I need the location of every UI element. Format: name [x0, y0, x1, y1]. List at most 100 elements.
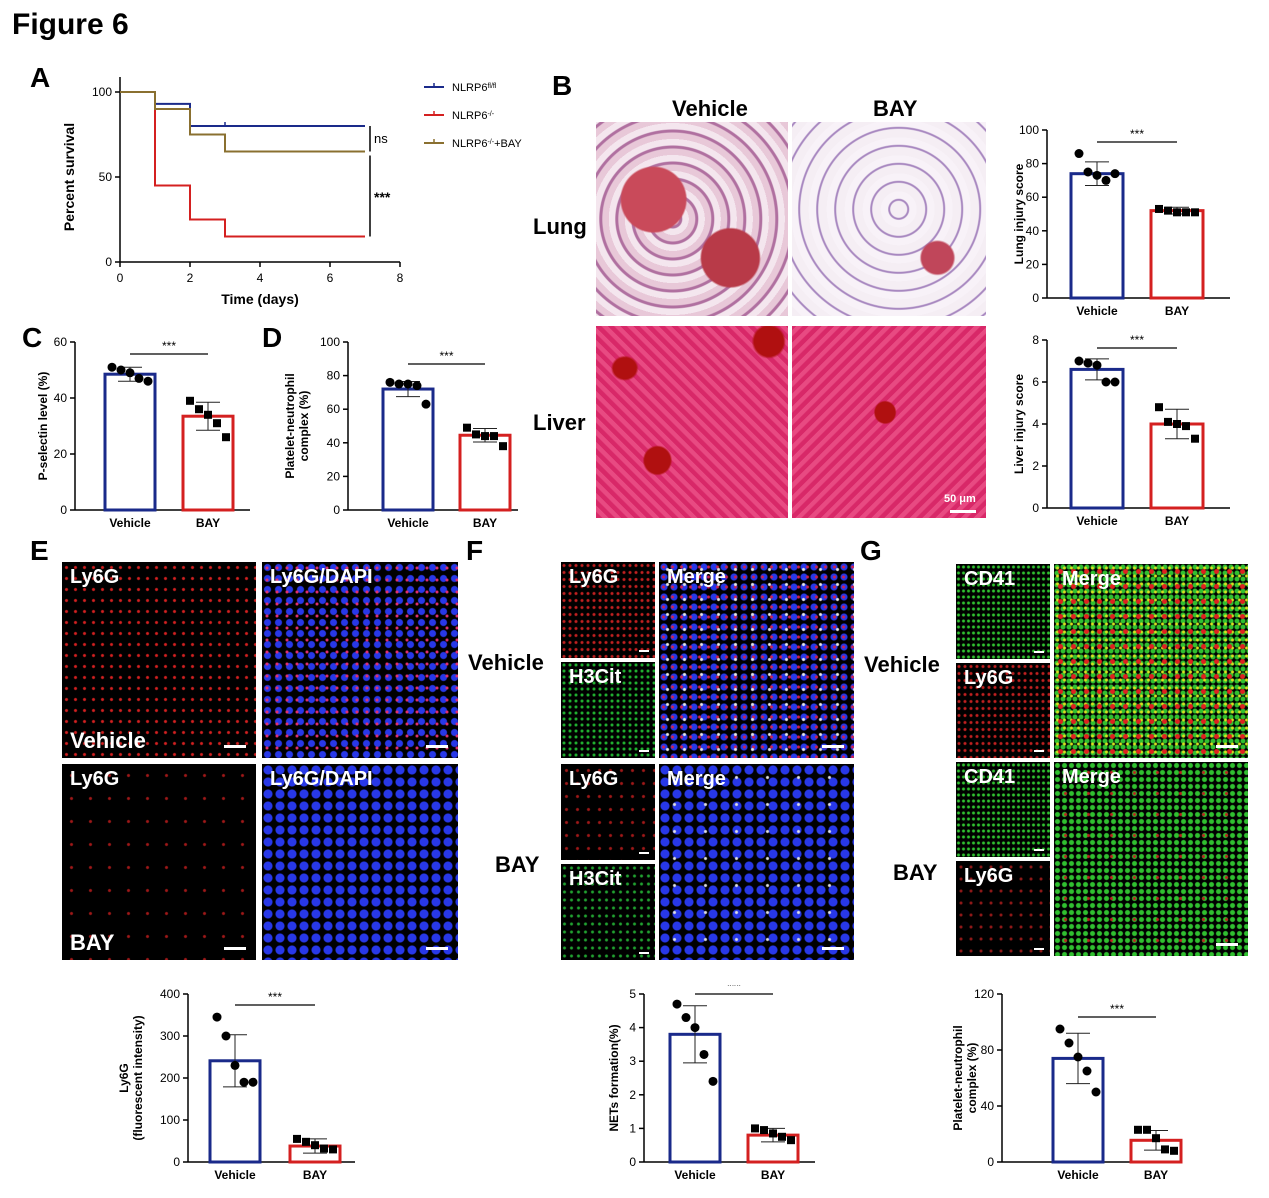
b-col-vehicle: Vehicle [672, 96, 748, 121]
data-point [681, 1013, 691, 1023]
panel-label-c: C [22, 322, 43, 353]
data-point [1082, 1066, 1092, 1076]
y-axis-label: complex (%) [297, 391, 311, 462]
scale-bar [822, 745, 844, 748]
tile-label: Ly6G [70, 768, 120, 790]
y-axis-label: Liver injury score [1012, 374, 1026, 474]
y-tick-label: 50 [99, 170, 113, 184]
data-point [1152, 1134, 1160, 1143]
data-point [311, 1141, 319, 1150]
data-point [125, 368, 135, 378]
x-tick-label: BAY [196, 516, 220, 530]
data-point [699, 1049, 709, 1059]
data-point [1164, 417, 1172, 426]
y-tick-label: 80 [1026, 157, 1040, 171]
data-point [472, 430, 480, 439]
significance-label: *** [439, 349, 453, 363]
data-point [1134, 1125, 1142, 1134]
x-tick-label: Vehicle [1076, 304, 1118, 318]
tile-group-label: BAY [70, 930, 115, 955]
data-point [1182, 422, 1190, 431]
scale-bar [1034, 849, 1044, 851]
y-axis-label: NETs formation(%) [607, 1024, 621, 1131]
bar-vehicle [1069, 172, 1125, 300]
data-point [394, 379, 404, 389]
tile-label: Merge [1062, 766, 1121, 788]
data-point [195, 405, 203, 414]
y-tick-label: 0 [333, 503, 340, 517]
y-tick-label: 0 [1032, 291, 1039, 305]
scale-bar [1034, 750, 1044, 752]
significance-label: *** [727, 985, 741, 993]
data-point [134, 373, 144, 383]
survival-curve-2 [120, 91, 365, 153]
f-tile-bay-h3cit: H3Cit [561, 864, 655, 960]
y-tick-label: 120 [974, 987, 994, 1001]
data-point [385, 377, 395, 387]
panel-label-f: F [466, 535, 484, 566]
scale-bar [1034, 948, 1044, 950]
data-point [302, 1137, 310, 1146]
tile-label: Ly6G [569, 768, 619, 790]
x-tick-label: Vehicle [214, 1168, 256, 1182]
y-tick-label: 100 [1019, 123, 1039, 137]
tile-label: Merge [1062, 568, 1121, 590]
data-point [222, 433, 230, 442]
y-tick-label: 0 [629, 1155, 636, 1169]
data-point [1055, 1024, 1065, 1034]
x-tick-label: BAY [303, 1168, 327, 1182]
scale-bar [822, 947, 844, 950]
data-point [769, 1129, 777, 1138]
x-tick-label: BAY [1165, 514, 1189, 528]
bar-bay [1149, 209, 1205, 300]
data-point [403, 379, 413, 389]
y-tick-label: 200 [160, 1071, 180, 1085]
data-point [490, 432, 498, 441]
data-point [1173, 420, 1181, 428]
scale-bar [639, 852, 649, 854]
data-point [690, 1023, 700, 1033]
significance-label: *** [1130, 333, 1144, 347]
f-tile-vehicle-ly6g: Ly6G [561, 562, 655, 658]
chart-c-pselectin: 0 20 40 60 P-selectin level (%) Vehicle BAY *** [36, 335, 250, 530]
chart-g-platelet-neutrophil: 0 40 80 120 Platelet-neutrophil complex (%) Ve… [951, 987, 1183, 1182]
panel-label-d: D [262, 322, 283, 353]
panel-label-g: G [860, 535, 882, 566]
tile-label: CD41 [964, 568, 1016, 590]
data-point [1092, 360, 1102, 370]
g-tile-vehicle-merge: Merge [1054, 564, 1248, 758]
y-tick-label: 100 [92, 85, 112, 99]
x-tick-label: Vehicle [1076, 514, 1118, 528]
y-tick-label: 8 [1032, 333, 1039, 347]
x-tick-label: BAY [761, 1168, 785, 1182]
x-tick-label: BAY [1165, 304, 1189, 318]
chart-a-survival: 0 50 100 0 2 4 6 8 Time (days) Percent survival NL… [61, 77, 522, 307]
data-point [1161, 1145, 1169, 1154]
legend-label: NLRP6-/-+BAY [452, 138, 522, 150]
data-point [1083, 167, 1093, 177]
e-tile-vehicle-ly6g: Ly6G Vehicle [62, 562, 256, 758]
data-point [213, 419, 221, 428]
y-axis-label: complex (%) [965, 1043, 979, 1114]
data-point [421, 399, 431, 409]
b-row-liver: Liver [533, 410, 586, 435]
data-point [499, 442, 507, 451]
scale-bar [639, 750, 649, 752]
b-col-bay: BAY [873, 96, 918, 121]
y-tick-label: 2 [1032, 459, 1039, 473]
y-tick-label: 0 [105, 255, 112, 269]
e-tile-bay-ly6g: Ly6G BAY [62, 764, 256, 960]
data-point [778, 1132, 786, 1141]
y-tick-label: 4 [1032, 417, 1039, 431]
he-lung-vehicle [596, 122, 788, 316]
data-point [1074, 356, 1084, 366]
data-point [1064, 1038, 1074, 1048]
data-point [1143, 1125, 1151, 1134]
tile-label: H3Cit [569, 868, 622, 890]
scale-bar [224, 947, 246, 950]
tile-label: H3Cit [569, 666, 622, 688]
tile-label: Merge [667, 768, 726, 790]
y-axis-label: P-selectin level (%) [36, 372, 50, 481]
data-point [116, 365, 126, 375]
bar-vehicle [103, 372, 157, 512]
